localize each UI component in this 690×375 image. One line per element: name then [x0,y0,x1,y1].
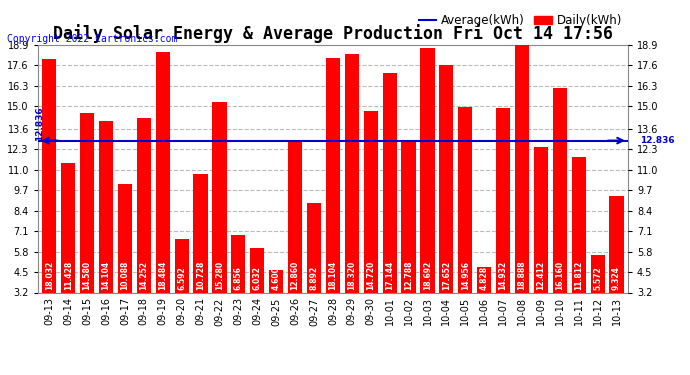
Text: 18.032: 18.032 [45,261,54,290]
Text: 4.600: 4.600 [272,266,281,290]
Text: 12.836: 12.836 [35,106,44,141]
Bar [175,239,189,343]
Text: 14.104: 14.104 [101,261,110,290]
Bar [156,51,170,343]
Text: 8.892: 8.892 [310,266,319,290]
Text: 6.032: 6.032 [253,266,262,290]
Bar [269,270,284,343]
Bar [534,147,548,343]
Text: 11.812: 11.812 [574,261,583,290]
Text: 12.412: 12.412 [536,261,545,290]
Bar [326,57,340,343]
Bar [496,108,510,343]
Text: 6.592: 6.592 [177,266,186,290]
Text: 11.428: 11.428 [63,261,72,290]
Bar [364,111,378,343]
Bar [80,113,95,343]
Bar [420,48,435,343]
Bar [345,54,359,343]
Bar [99,121,113,343]
Bar [515,45,529,343]
Bar [288,140,302,343]
Text: 14.252: 14.252 [139,261,148,290]
Bar [553,88,567,343]
Text: 9.324: 9.324 [612,266,621,290]
Bar [137,118,151,343]
Text: 18.320: 18.320 [347,261,356,290]
Bar [571,157,586,343]
Text: 16.160: 16.160 [555,261,564,290]
Text: 18.104: 18.104 [328,261,337,290]
Bar [382,73,397,343]
Bar [440,64,453,343]
Bar [193,174,208,343]
Text: Copyright 2022 Cartronics.com: Copyright 2022 Cartronics.com [7,34,177,44]
Text: 10.088: 10.088 [121,261,130,290]
Text: 10.728: 10.728 [196,261,205,290]
Bar [61,163,75,343]
Text: 6.856: 6.856 [234,266,243,290]
Text: 4.828: 4.828 [480,266,489,290]
Text: 14.932: 14.932 [499,261,508,290]
Bar [307,203,321,343]
Text: 17.144: 17.144 [385,261,394,290]
Bar [402,141,415,343]
Bar [250,248,264,343]
Bar [458,107,473,343]
Bar [477,267,491,343]
Text: 15.280: 15.280 [215,261,224,290]
Text: 17.652: 17.652 [442,261,451,290]
Text: 18.484: 18.484 [158,261,167,290]
Text: 14.580: 14.580 [83,261,92,290]
Bar [609,196,624,343]
Bar [213,102,226,343]
Text: 12.860: 12.860 [290,261,299,290]
Bar [231,235,246,343]
Text: 5.572: 5.572 [593,266,602,290]
Title: Daily Solar Energy & Average Production Fri Oct 14 17:56: Daily Solar Energy & Average Production … [53,24,613,44]
Legend: Average(kWh), Daily(kWh): Average(kWh), Daily(kWh) [419,14,622,27]
Text: 12.788: 12.788 [404,261,413,290]
Text: 18.692: 18.692 [423,261,432,290]
Bar [591,255,604,343]
Bar [42,58,57,343]
Text: 14.956: 14.956 [461,261,470,290]
Bar [118,184,132,343]
Text: 18.888: 18.888 [518,261,526,290]
Text: 14.720: 14.720 [366,261,375,290]
Text: 12.836: 12.836 [640,136,674,145]
